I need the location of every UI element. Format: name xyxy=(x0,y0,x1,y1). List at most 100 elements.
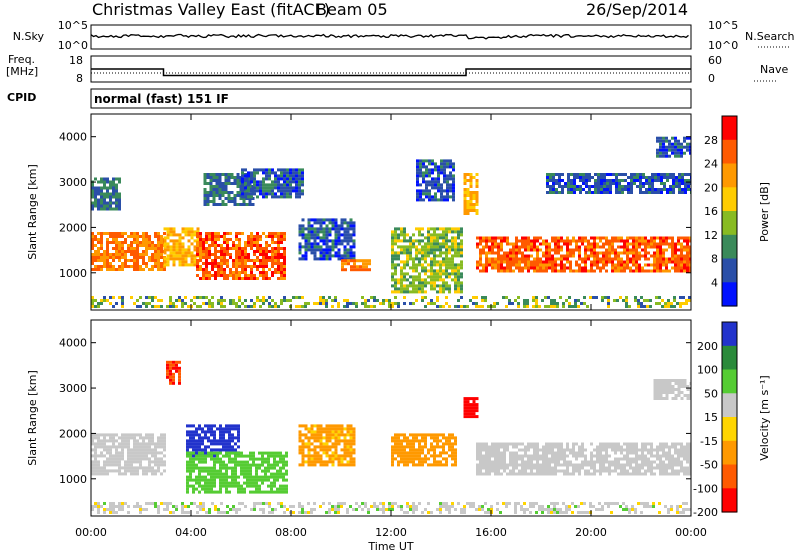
velocity-cell-5 xyxy=(430,433,433,437)
power-cell-12 xyxy=(573,188,576,191)
power-cell-0 xyxy=(115,250,118,253)
velocity-cell-2 xyxy=(273,478,276,482)
power-cell-8 xyxy=(436,290,439,294)
velocity-cell-5 xyxy=(397,439,400,443)
power-cell-0 xyxy=(148,244,151,247)
power-cell-3 xyxy=(241,250,244,253)
power-cell-11 xyxy=(650,239,653,243)
power-cell-1 xyxy=(97,180,100,184)
velocity-cell-7 xyxy=(590,463,593,467)
power-cell-12 xyxy=(615,173,618,176)
power-cell-12 xyxy=(636,173,639,176)
power-cell-11 xyxy=(602,254,605,258)
velocity-cell-6 xyxy=(469,415,473,419)
power-cell-6 xyxy=(319,224,323,228)
power-cell-8 xyxy=(439,263,442,267)
power-ground-cell xyxy=(391,305,394,308)
velocity-cell-0 xyxy=(130,460,133,464)
power-cell-9 xyxy=(434,186,437,190)
velocity-cell-1 xyxy=(198,448,201,452)
velocity-cell-0 xyxy=(133,457,136,461)
velocity-cell-7 xyxy=(485,460,488,464)
power-ground-cell xyxy=(514,299,517,302)
power-cell-12 xyxy=(666,173,669,176)
velocity-cell-2 xyxy=(267,478,270,482)
power-cell-8 xyxy=(406,257,409,261)
power-cell-6 xyxy=(301,230,305,234)
nave-tick-bottom: 0 xyxy=(708,72,715,85)
power-cell-0 xyxy=(151,241,154,244)
velocity-cell-7 xyxy=(596,448,599,452)
power-cell-9 xyxy=(452,195,455,199)
velocity-cell-0 xyxy=(151,466,154,470)
velocity-cell-1 xyxy=(231,445,234,449)
velocity-cell-1 xyxy=(192,424,195,428)
power-cell-8 xyxy=(430,251,433,255)
velocity-cell-7 xyxy=(554,466,557,470)
velocity-cell-2 xyxy=(186,451,189,455)
velocity-cell-7 xyxy=(590,442,593,446)
power-cell-5 xyxy=(286,183,289,187)
power-cell-0 xyxy=(136,259,139,262)
velocity-cell-2 xyxy=(234,478,237,482)
velocity-cell-4 xyxy=(298,451,302,455)
power-cell-9 xyxy=(428,171,431,175)
velocity-cell-4 xyxy=(343,427,347,431)
power-cell-5 xyxy=(277,183,280,187)
power-cell-11 xyxy=(611,239,614,243)
velocity-cell-7 xyxy=(539,454,542,458)
power-cell-8 xyxy=(403,284,406,288)
power-cell-0 xyxy=(112,235,115,238)
velocity-cell-7 xyxy=(539,469,542,473)
power-cell-12 xyxy=(645,191,648,194)
velocity-cell-2 xyxy=(255,457,258,461)
power-ground-cell xyxy=(592,296,595,299)
power-cell-6 xyxy=(346,236,350,240)
power-cell-11 xyxy=(611,260,614,264)
power-cell-2 xyxy=(184,248,188,252)
power-cell-13 xyxy=(674,136,677,140)
power-cell-6 xyxy=(346,224,350,228)
velocity-cell-4 xyxy=(322,436,326,440)
velocity-cell-7 xyxy=(497,460,500,464)
power-cell-8 xyxy=(436,236,439,240)
power-ground-cell xyxy=(262,299,265,302)
velocity-cell-0 xyxy=(142,454,145,458)
power-cell-13 xyxy=(659,154,662,158)
power-ground-cell xyxy=(403,296,406,299)
power-cell-0 xyxy=(103,265,106,268)
power-cell-9 xyxy=(437,177,440,181)
power-cell-11 xyxy=(548,263,551,267)
velocity-cell-7 xyxy=(482,454,485,458)
velocity-cell-2 xyxy=(219,478,222,482)
power-cell-8 xyxy=(418,242,421,246)
velocity-heatmap xyxy=(91,360,691,514)
power-cell-12 xyxy=(672,191,675,194)
power-cell-3 xyxy=(214,253,217,256)
power-cell-3 xyxy=(217,250,220,253)
power-cell-11 xyxy=(566,239,569,243)
power-cell-12 xyxy=(684,182,687,185)
power-cell-5 xyxy=(241,174,244,178)
power-cell-11 xyxy=(665,263,668,267)
velocity-cell-1 xyxy=(234,427,237,431)
power-cell-11 xyxy=(614,248,617,252)
velocity-cell-5 xyxy=(436,454,439,458)
power-cell-8 xyxy=(436,239,439,243)
power-cell-11 xyxy=(689,236,691,240)
power-cell-3 xyxy=(253,253,256,256)
power-cell-11 xyxy=(500,239,503,243)
velocity-cell-7 xyxy=(545,460,548,464)
power-cell-11 xyxy=(560,236,563,240)
power-cell-11 xyxy=(476,260,479,264)
power-cell-8 xyxy=(430,260,433,264)
velocity-cell-5 xyxy=(430,436,433,440)
power-cell-5 xyxy=(241,180,244,184)
power-cell-3 xyxy=(247,238,250,241)
power-cell-4 xyxy=(248,197,252,200)
power-cell-4 xyxy=(227,179,231,182)
power-cell-0 xyxy=(112,241,115,244)
power-ground-cell xyxy=(613,299,616,302)
power-cell-2 xyxy=(184,233,188,237)
power-cell-8 xyxy=(427,275,430,279)
